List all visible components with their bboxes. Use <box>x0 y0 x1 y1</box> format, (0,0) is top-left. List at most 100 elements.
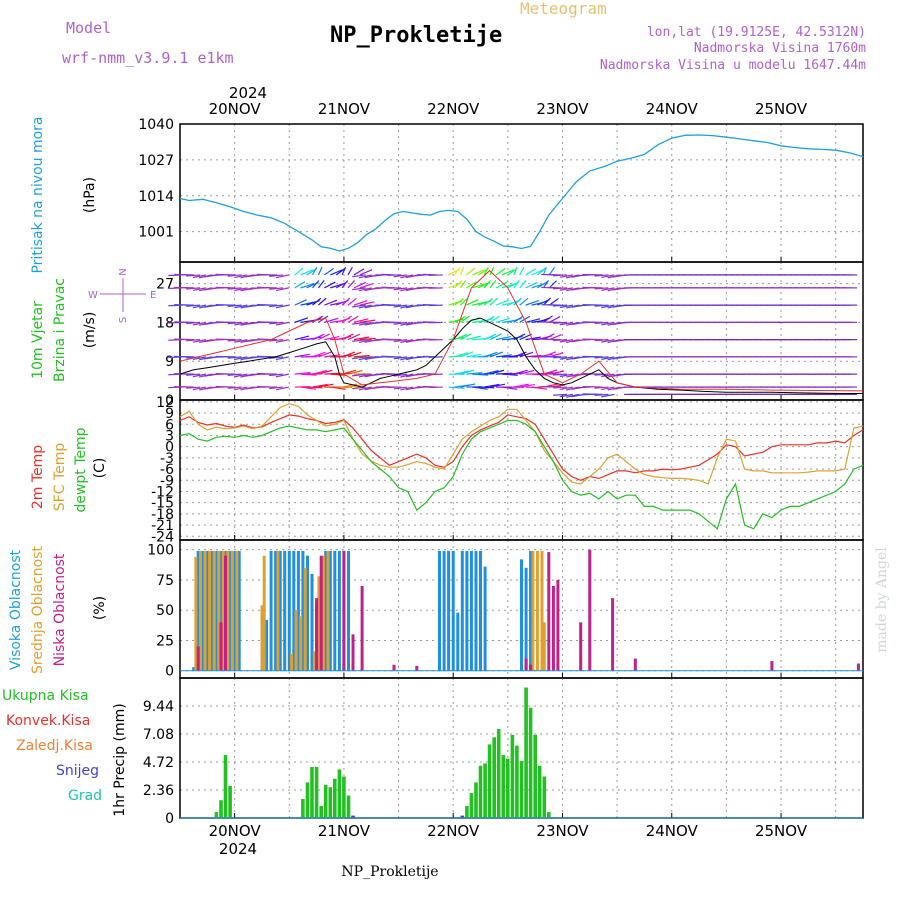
model-altitude-text: Nadmorska Visina u modelu 1647.44m <box>600 58 866 73</box>
wind-barb <box>484 369 499 375</box>
y-tick-label: 27 <box>156 277 174 293</box>
wind-barb <box>513 280 520 289</box>
wind-barb <box>601 274 615 279</box>
wind-barb <box>335 267 346 276</box>
wind-barb <box>234 356 248 361</box>
bar <box>460 815 465 818</box>
precip-frozen-label: Zaledj.Kisa <box>16 738 93 754</box>
y-tick-label: -3 <box>160 451 174 467</box>
wind-barb <box>300 386 317 390</box>
wind-barb <box>341 351 356 358</box>
wind-barb <box>311 266 318 276</box>
mid-cloud-label: Srednja Oblacnost <box>30 546 46 674</box>
panel-frame <box>179 399 864 541</box>
wind-barb <box>186 339 201 342</box>
wind-barb <box>352 356 366 360</box>
y-tick-label: -12 <box>151 484 174 500</box>
wind-barb <box>353 268 365 276</box>
bar <box>537 765 542 818</box>
bottom-date-label: 24NOV <box>646 822 699 840</box>
wind-barb <box>513 369 528 375</box>
wind-barb <box>559 339 574 343</box>
wind-barb <box>359 283 374 289</box>
wind-barb <box>594 356 609 359</box>
bar <box>199 550 202 671</box>
wind-barb <box>553 339 568 342</box>
wind-barb <box>489 333 502 341</box>
wind-barb <box>513 266 518 276</box>
bar <box>299 616 303 671</box>
bar <box>579 622 583 671</box>
y-tick-label: 9 <box>165 406 174 422</box>
wind-barb <box>312 351 326 358</box>
wind-barb <box>460 383 476 388</box>
wind-barb <box>317 266 323 276</box>
bar <box>319 806 323 818</box>
bar <box>556 579 560 671</box>
bar <box>360 586 364 671</box>
bar <box>201 550 205 671</box>
wind-barb <box>472 269 485 276</box>
wind-barb <box>553 304 568 307</box>
wind-barb <box>601 339 615 343</box>
wind-barb <box>312 280 320 289</box>
y-tick-label: 6 <box>165 417 174 433</box>
compass-icon: N S W E <box>88 268 156 323</box>
wind-barb <box>359 337 376 341</box>
wind-barb <box>312 369 327 375</box>
low-cloud-label: Niska Oblacnost <box>52 553 68 666</box>
wind-barb <box>393 356 408 360</box>
wind-barb <box>358 304 372 309</box>
wind-barb <box>234 321 248 326</box>
wind-barb <box>324 317 339 323</box>
wind-barb <box>294 317 309 323</box>
wind-barb <box>513 383 529 388</box>
wind-barb <box>359 319 376 323</box>
bar <box>633 658 637 671</box>
bar <box>540 550 544 671</box>
wind-barb <box>234 373 248 378</box>
bar <box>262 555 266 671</box>
wind-barb <box>227 356 242 359</box>
wind-barb <box>559 274 574 278</box>
bar <box>529 664 533 671</box>
y-tick-label: 0 <box>165 440 174 456</box>
y-tick-label: -9 <box>160 473 174 489</box>
bar <box>347 550 350 671</box>
bar <box>483 566 487 671</box>
precip-total-label: Ukupna Kisa <box>2 688 89 704</box>
bar <box>392 664 396 671</box>
wind-barb <box>318 383 334 388</box>
pressure-title: Pritisak na nivou mora <box>30 116 46 273</box>
bottom-year: 2024 <box>219 840 257 858</box>
precip-panel: 9.44 7.08 4.72 2.36 0 <box>143 677 864 827</box>
wind-barb <box>513 297 522 306</box>
wind-barb <box>352 304 366 308</box>
bar <box>326 550 330 671</box>
meteogram-subtitle: Meteogram <box>520 0 607 18</box>
bar <box>287 550 291 671</box>
wind-barb <box>548 298 559 306</box>
wind-barb <box>347 266 353 276</box>
bar <box>283 550 287 671</box>
panel-frame <box>179 123 864 263</box>
wind-barb <box>525 318 541 323</box>
wind-barb <box>294 299 307 306</box>
bar <box>219 550 223 671</box>
bar <box>333 550 337 671</box>
model-label: Model <box>66 19 111 37</box>
top-year: 2024 <box>229 84 267 102</box>
wind-barb <box>513 315 524 323</box>
wind-barb <box>294 267 304 276</box>
wind-barb <box>495 299 509 306</box>
bar <box>303 567 307 671</box>
wind-barb <box>525 336 541 341</box>
wind-barb <box>275 304 289 309</box>
bar <box>456 612 460 671</box>
bar <box>194 556 198 671</box>
wind-barb <box>358 386 372 391</box>
wind-barb <box>601 287 615 291</box>
bar <box>542 622 546 671</box>
wind-barb <box>318 351 332 358</box>
bar <box>294 610 298 671</box>
